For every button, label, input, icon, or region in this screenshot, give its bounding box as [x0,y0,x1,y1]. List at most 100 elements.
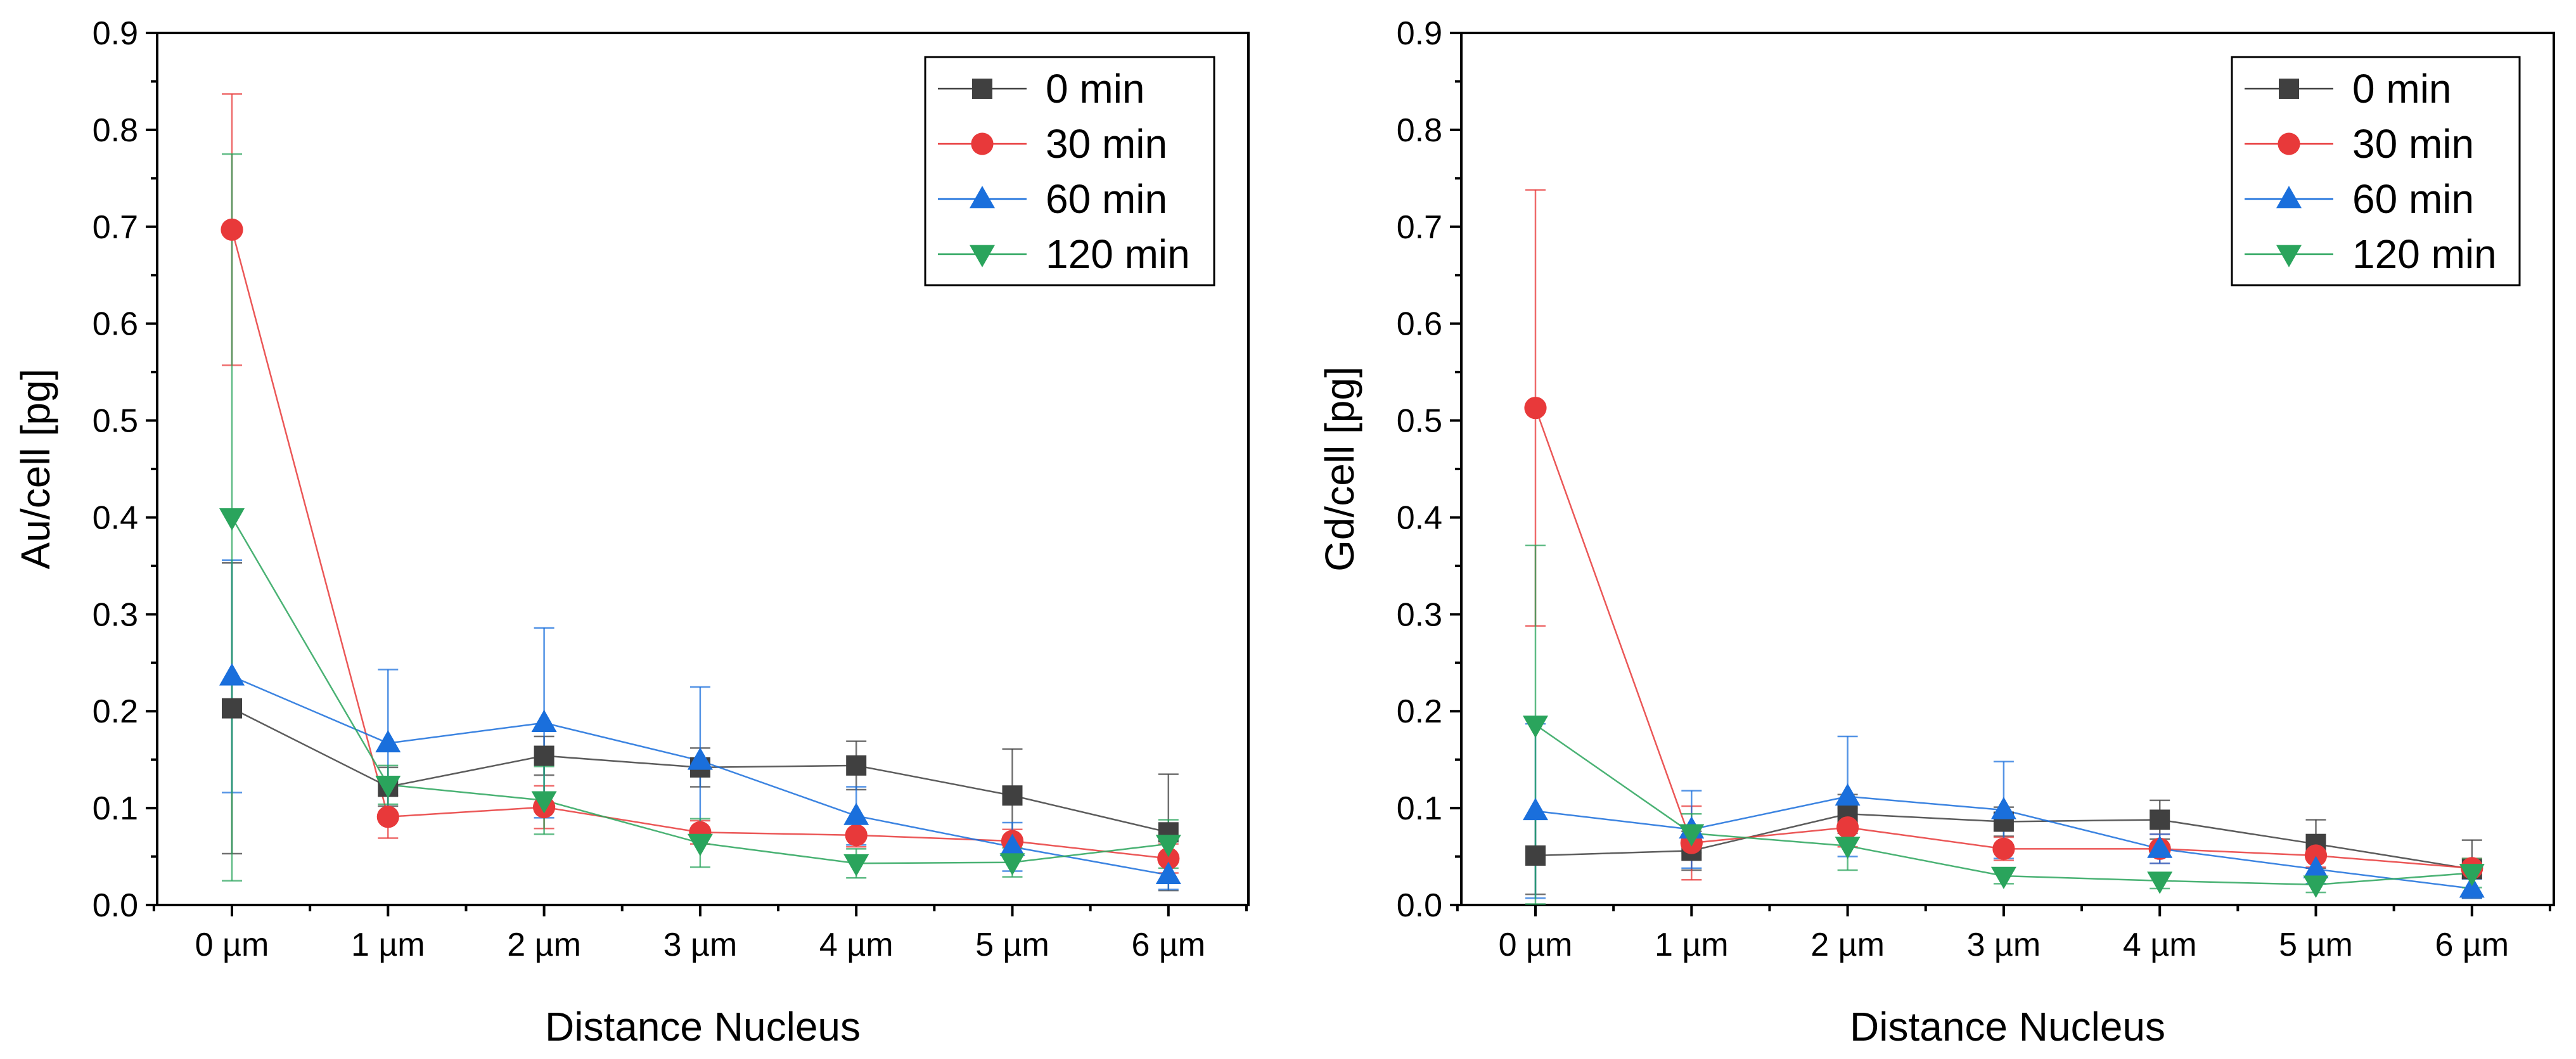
x-tick-label: 6 µm [1131,927,1205,963]
data-point-120-min [2147,871,2173,894]
y-tick-label: 0.2 [93,693,138,730]
legend-label-30-min: 30 min [1046,121,1167,167]
x-tick-label: 5 µm [975,927,1049,963]
data-point-60-min [1523,797,1548,821]
x-tick-label: 1 µm [1655,927,1729,963]
gd-chart: 0.0 0.1 0.2 0.3 0.4 0.5 0.6 0.7 0.8 0.9 0 µm 1 µm 2 … [1317,15,2555,1049]
x-tick-label: 2 µm [507,927,581,963]
data-point-30-min [221,218,243,241]
x-tick-label: 4 µm [819,927,894,963]
y-tick-label: 0.6 [1397,306,1442,343]
y-tick-label: 0.3 [93,596,138,633]
legend-label-120-min: 120 min [2352,231,2497,277]
data-point-0-min [2150,809,2170,830]
data-point-30-min [1157,847,1180,870]
y-tick-label: 0.1 [93,790,138,827]
y-tick-label: 0.4 [93,499,138,536]
legend-marker-60-min [970,186,995,209]
data-point-120-min [1523,716,1548,738]
data-point-60-min [2459,875,2485,898]
data-point-0-min [1525,845,1546,866]
data-point-120-min [531,791,557,814]
data-point-60-min [219,663,245,686]
data-point-60-min [375,729,401,753]
legend-label-0-min: 0 min [1046,66,1145,112]
data-point-30-min [1524,397,1547,420]
y-tick-label: 0.7 [93,209,138,246]
data-point-30-min [2304,844,2328,867]
legend-marker-0-min [2279,79,2299,99]
data-point-30-min [376,805,399,828]
x-tick-label: 3 µm [1967,927,2041,963]
data-point-120-min [1679,824,1705,847]
data-point-120-min [375,776,401,799]
x-tick-label: 2 µm [1810,927,1885,963]
legend: 0 min 30 min 60 min 120 min [924,56,1215,286]
y-tick-label: 0.5 [93,403,138,440]
data-point-120-min [1990,866,2016,889]
x-tick-label: 5 µm [2279,927,2353,963]
y-tick-label: 0.8 [93,112,138,149]
data-point-60-min [2147,835,2173,858]
y-tick-label: 0.6 [93,306,138,343]
data-point-0-min [846,755,867,776]
data-point-120-min [1835,837,1861,859]
data-point-30-min [845,824,868,847]
data-point-120-min [687,833,713,856]
y-tick-label: 0.4 [1397,499,1442,536]
data-point-0-min [534,745,554,766]
data-point-60-min [1990,797,2016,819]
data-point-30-min [1836,816,1859,839]
data-point-120-min [843,854,869,877]
y-tick-label: 0.9 [93,15,138,52]
y-axis-title: Gd/cell [pg] [1317,366,1362,572]
data-point-120-min [1155,835,1181,857]
legend-marker-120-min [970,245,995,267]
y-tick-label: 0.0 [93,887,138,924]
data-point-60-min [843,802,869,825]
y-tick-label: 0.7 [1397,209,1442,246]
au-chart: 0.0 0.1 0.2 0.3 0.4 0.5 0.6 0.7 0.8 0.9 0 µm 1 µm 2 … [13,15,1250,1049]
x-tick-label: 6 µm [2435,927,2509,963]
legend-marker-30-min [971,132,994,155]
x-tick-label: 0 µm [195,927,269,963]
x-tick-label: 1 µm [351,927,425,963]
y-tick-label: 0.2 [1397,693,1442,730]
data-point-60-min [2303,856,2329,878]
legend-marker-0-min [972,79,992,99]
legend: 0 min 30 min 60 min 120 min [2231,56,2521,286]
data-point-120-min [999,853,1025,876]
x-tick-label: 3 µm [663,927,738,963]
data-point-60-min [999,833,1025,856]
y-tick-label: 0.3 [1397,596,1442,633]
data-point-30-min [1992,837,2015,860]
y-tick-label: 0.0 [1397,887,1442,924]
legend-marker-30-min [2278,132,2300,155]
legend-label-120-min: 120 min [1046,231,1190,277]
data-point-120-min [2303,875,2329,898]
x-axis-title: Distance Nucleus [545,1004,861,1049]
data-point-0-min [222,698,242,719]
x-axis-title: Distance Nucleus [1850,1004,2165,1049]
y-axis-title: Au/cell [pg] [13,369,58,570]
x-tick-label: 4 µm [2123,927,2197,963]
data-point-120-min [2459,864,2485,887]
legend-label-30-min: 30 min [2352,121,2474,167]
data-point-60-min [1835,783,1861,806]
y-tick-label: 0.5 [1397,403,1442,440]
data-point-0-min [1002,785,1023,806]
legend-marker-120-min [2276,245,2302,267]
legend-label-60-min: 60 min [2352,176,2474,222]
x-tick-label: 0 µm [1499,927,1573,963]
data-point-120-min [219,508,245,531]
data-point-60-min [531,709,557,732]
y-tick-label: 0.1 [1397,790,1442,827]
data-point-60-min [1155,861,1181,885]
legend-label-60-min: 60 min [1046,176,1167,222]
legend-marker-60-min [2276,186,2302,209]
data-point-60-min [687,747,713,770]
y-tick-label: 0.9 [1397,15,1442,52]
legend-label-0-min: 0 min [2352,66,2452,112]
y-tick-label: 0.8 [1397,112,1442,149]
